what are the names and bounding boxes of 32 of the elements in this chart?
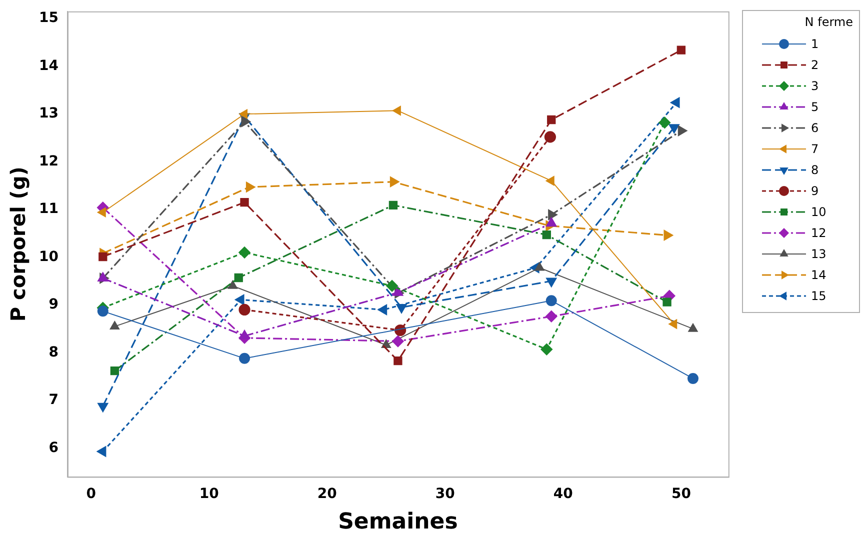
y-tick-label: 10 — [39, 248, 59, 265]
x-tick-label: 10 — [199, 486, 220, 502]
legend-label: 1 — [811, 36, 819, 50]
x-tick-label: 40 — [553, 486, 574, 502]
legend-label: 15 — [811, 288, 826, 302]
legend-label: 2 — [811, 58, 819, 72]
y-tick-label: 9 — [48, 296, 58, 313]
x-tick-label: 30 — [435, 486, 456, 502]
legend-label: 9 — [811, 184, 819, 198]
legend-label: 7 — [811, 142, 819, 156]
y-tick-label: 6 — [48, 440, 58, 456]
legend-label: 13 — [811, 246, 826, 260]
y-tick-label: 11 — [39, 201, 58, 218]
x-axis-title: Semaines — [338, 510, 458, 535]
legend-label: 12 — [811, 226, 826, 240]
y-tick-label: 13 — [39, 106, 58, 122]
y-tick-label: 7 — [48, 392, 58, 408]
x-tick-label: 0 — [86, 486, 96, 502]
y-tick-label: 12 — [39, 153, 58, 170]
y-tick-label: 15 — [39, 10, 58, 26]
x-tick-label: 50 — [671, 486, 692, 502]
y-axis-title: P corporel (g) — [6, 166, 30, 322]
x-tick-label: 20 — [317, 486, 338, 502]
y-tick-label: 14 — [39, 58, 59, 74]
y-tick-label: 8 — [48, 344, 58, 360]
legend-label: 8 — [811, 162, 819, 176]
legend-label: 10 — [811, 204, 826, 218]
legend-label: 3 — [811, 78, 819, 92]
legend-title: N ferme — [804, 15, 853, 29]
legend-label: 14 — [811, 268, 826, 282]
legend-label: 5 — [811, 100, 819, 114]
legend-label: 6 — [811, 120, 819, 134]
